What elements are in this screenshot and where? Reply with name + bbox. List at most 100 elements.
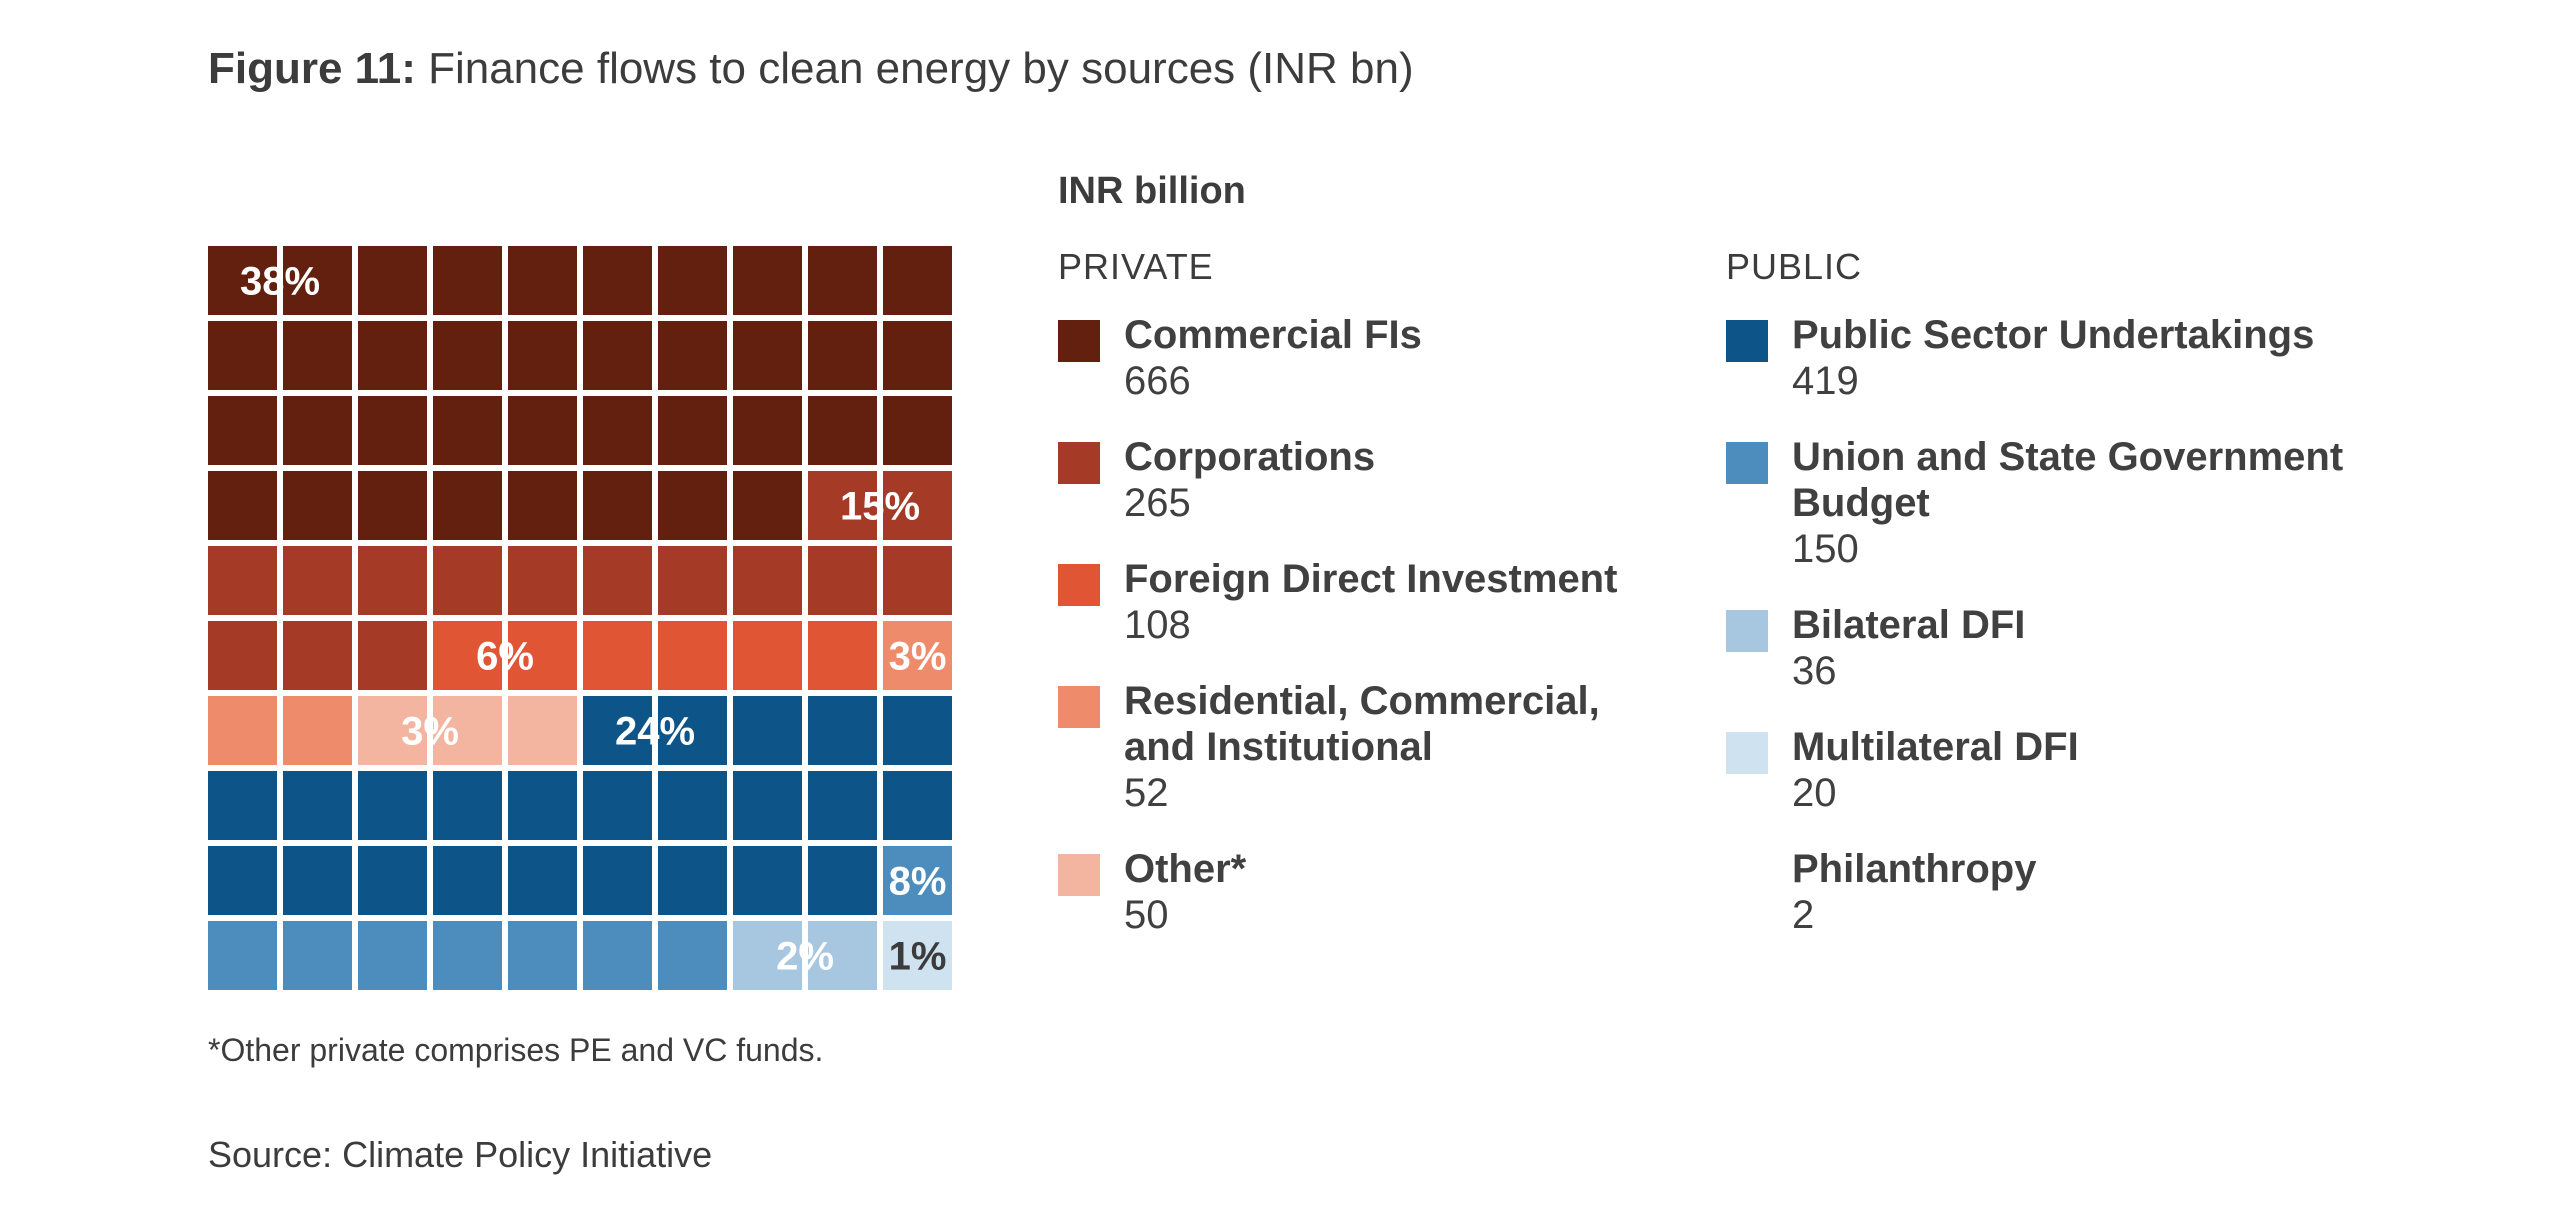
waffle-pct-label: 8% [889, 860, 947, 904]
waffle-cell-residential-commercial-and-institutional [208, 696, 277, 765]
waffle-cell-public-sector-undertakings [508, 846, 577, 915]
waffle-cell-foreign-direct-investment [733, 621, 802, 690]
waffle-cell-corporations [508, 546, 577, 615]
legend-value: 2 [1792, 893, 1815, 937]
waffle-cell-union-and-state-government-budget [883, 846, 952, 915]
waffle-cell-public-sector-undertakings [658, 846, 727, 915]
legend-value: 666 [1124, 359, 1191, 403]
waffle-cell-corporations [358, 546, 427, 615]
footnote: *Other private comprises PE and VC funds… [208, 1032, 824, 1068]
waffle-cell-corporations [808, 546, 877, 615]
waffle-cell-residential-commercial-and-institutional [883, 621, 952, 690]
waffle-cell-union-and-state-government-budget [583, 921, 652, 990]
legend-swatch [1058, 564, 1100, 606]
waffle-pct-label: 3% [889, 635, 947, 679]
waffle-cell-public-sector-undertakings [583, 696, 652, 765]
waffle-cell-commercial-fis [583, 246, 652, 315]
waffle-cell-corporations [283, 621, 352, 690]
waffle-cell-commercial-fis [658, 396, 727, 465]
legend-value: 150 [1792, 527, 1859, 571]
waffle-cell-commercial-fis [583, 396, 652, 465]
source-note: Source: Climate Policy Initiative [208, 1134, 713, 1175]
waffle-cell-corporations [808, 471, 877, 540]
waffle-cell-corporations [358, 621, 427, 690]
waffle-cell-foreign-direct-investment [433, 621, 502, 690]
waffle-cell-public-sector-undertakings [808, 846, 877, 915]
waffle-cell-commercial-fis [283, 471, 352, 540]
figure-number: Figure 11: [208, 44, 416, 93]
waffle-cell-union-and-state-government-budget [208, 921, 277, 990]
waffle-cell-public-sector-undertakings [658, 696, 727, 765]
waffle-cell-commercial-fis [283, 321, 352, 390]
waffle-cell-commercial-fis [433, 396, 502, 465]
waffle-cell-public-sector-undertakings [358, 846, 427, 915]
legend-label: Bilateral DFI [1792, 603, 2026, 647]
waffle-cell-commercial-fis [508, 471, 577, 540]
legend-public-heading: PUBLIC [1726, 246, 1863, 287]
waffle-cell-commercial-fis [358, 246, 427, 315]
waffle-cell-corporations [283, 546, 352, 615]
waffle-cell-foreign-direct-investment [583, 621, 652, 690]
waffle-cell-public-sector-undertakings [358, 771, 427, 840]
waffle-cell-public-sector-undertakings [283, 846, 352, 915]
waffle-cell-public-sector-undertakings [583, 771, 652, 840]
waffle-cell-public-sector-undertakings [208, 771, 277, 840]
waffle-cell-commercial-fis [733, 321, 802, 390]
legend-swatch [1058, 442, 1100, 484]
waffle-cell-other [433, 696, 502, 765]
waffle-pct-label: 24% [615, 710, 695, 754]
legend-value: 265 [1124, 481, 1191, 525]
waffle-cell-commercial-fis [808, 396, 877, 465]
legend-value: 419 [1792, 359, 1859, 403]
legend-swatch [1726, 732, 1768, 774]
waffle-cell-other [508, 696, 577, 765]
waffle-cell-public-sector-undertakings [208, 846, 277, 915]
waffle-cell-foreign-direct-investment [658, 621, 727, 690]
waffle-cell-commercial-fis [358, 321, 427, 390]
waffle-cell-public-sector-undertakings [508, 771, 577, 840]
waffle-cell-public-sector-undertakings [733, 846, 802, 915]
waffle-cell-public-sector-undertakings [283, 771, 352, 840]
waffle-cell-commercial-fis [883, 396, 952, 465]
waffle-cell-commercial-fis [358, 396, 427, 465]
legend-label: Union and State Government Budget [1792, 435, 2344, 525]
waffle-cell-bilateral-dfi [733, 921, 802, 990]
waffle-cell-commercial-fis [883, 246, 952, 315]
waffle-cell-residential-commercial-and-institutional [283, 696, 352, 765]
waffle-pct-label: 15% [840, 485, 920, 529]
waffle-cell-commercial-fis [733, 471, 802, 540]
waffle-cell-union-and-state-government-budget [283, 921, 352, 990]
legend-swatch [1726, 610, 1768, 652]
waffle-cell-union-and-state-government-budget [358, 921, 427, 990]
waffle-cell-public-sector-undertakings [808, 696, 877, 765]
waffle-cell-commercial-fis [208, 471, 277, 540]
waffle-cell-multilateral-dfi [883, 921, 952, 990]
waffle-cell-corporations [433, 546, 502, 615]
legend-swatch [1726, 320, 1768, 362]
waffle-cell-commercial-fis [283, 246, 352, 315]
waffle-cell-other [358, 696, 427, 765]
waffle-cell-public-sector-undertakings [433, 846, 502, 915]
legend-unit-label: INR billion [1058, 170, 1246, 212]
waffle-cell-commercial-fis [658, 321, 727, 390]
waffle-cell-corporations [658, 546, 727, 615]
legend-label: Multilateral DFI [1792, 725, 2079, 769]
legend-swatch [1058, 320, 1100, 362]
waffle-cell-corporations [883, 546, 952, 615]
legend-value: 50 [1124, 893, 1169, 937]
waffle-cell-commercial-fis [508, 246, 577, 315]
legend-value: 36 [1792, 649, 1837, 693]
waffle-cell-public-sector-undertakings [733, 771, 802, 840]
waffle-cell-bilateral-dfi [808, 921, 877, 990]
legend-label: Residential, Commercial, and Institutiona… [1124, 679, 1600, 769]
waffle-cell-union-and-state-government-budget [433, 921, 502, 990]
waffle-chart: 38% 15% 6% 3% 3% 24% 8% 2% 1% [208, 246, 952, 990]
legend-swatch [1058, 686, 1100, 728]
waffle-cell-corporations [208, 621, 277, 690]
chart-title: Figure 11: Finance flows to clean energy… [208, 44, 1414, 94]
waffle-cell-commercial-fis [583, 321, 652, 390]
legend-label: Corporations [1124, 435, 1376, 479]
waffle-pct-label: 2% [776, 935, 834, 979]
waffle-cell-corporations [208, 546, 277, 615]
waffle-cell-commercial-fis [808, 321, 877, 390]
